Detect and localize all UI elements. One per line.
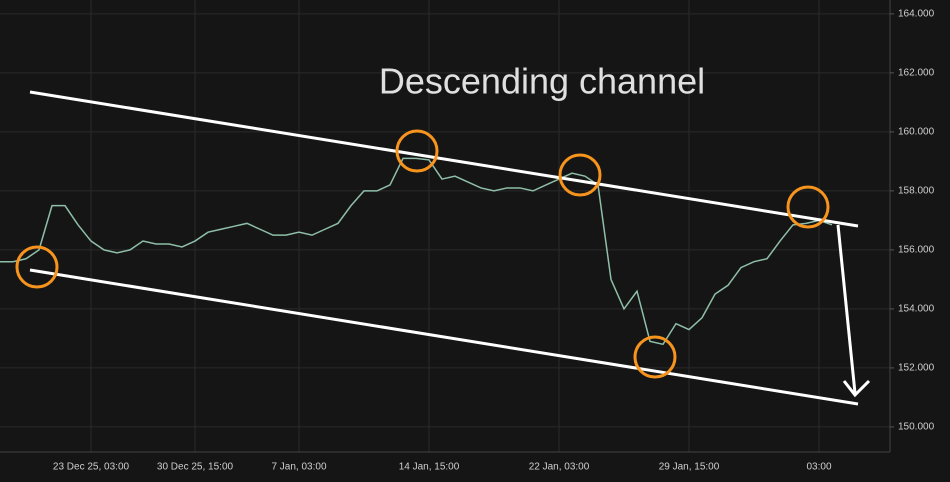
x-tick-label: 03:00 <box>806 462 831 473</box>
y-tick-label: 160.000 <box>898 127 935 138</box>
touch-circle <box>786 185 830 229</box>
y-tick-label: 154.000 <box>898 304 935 315</box>
touch-circle <box>558 153 602 197</box>
touch-circle <box>395 129 439 173</box>
y-tick-label: 162.000 <box>898 68 935 79</box>
channel <box>29 90 871 406</box>
y-tick-label: 150.000 <box>898 422 935 433</box>
touch-circles <box>15 129 830 379</box>
price-line <box>0 157 833 346</box>
touch-circle <box>15 245 59 289</box>
x-tick-label: 23 Dec 25, 03:00 <box>53 462 130 473</box>
price-series <box>0 157 833 346</box>
y-tick-label: 152.000 <box>898 363 935 374</box>
channel-upper <box>29 90 859 228</box>
arrow-head <box>842 379 871 398</box>
x-tick-label: 22 Jan, 03:00 <box>529 462 590 473</box>
chart-title: Descending channel <box>379 61 705 102</box>
x-tick-label: 14 Jan, 15:00 <box>399 462 460 473</box>
arrow-shaft <box>836 224 857 394</box>
y-tick-label: 156.000 <box>898 245 935 256</box>
x-tick-label: 30 Dec 25, 15:00 <box>157 462 234 473</box>
y-tick-label: 164.000 <box>898 9 935 20</box>
x-tick-label: 29 Jan, 15:00 <box>659 462 720 473</box>
grid <box>0 0 890 452</box>
x-tick-label: 7 Jan, 03:00 <box>271 462 326 473</box>
channel-lower <box>29 268 859 406</box>
touch-circle <box>633 335 677 379</box>
y-tick-label: 158.000 <box>898 186 935 197</box>
